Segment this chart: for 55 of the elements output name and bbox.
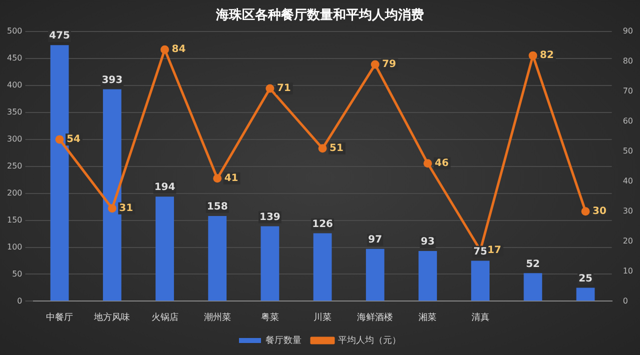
x-tick-label: 粤菜 bbox=[260, 312, 279, 323]
data-label: 82 bbox=[540, 50, 554, 62]
data-label: 52 bbox=[526, 258, 540, 270]
y2-tick-label: 60 bbox=[622, 116, 634, 126]
data-label: 93 bbox=[420, 236, 435, 248]
y2-tick-label: 20 bbox=[622, 236, 634, 246]
x-tick-label: 潮州菜 bbox=[204, 312, 231, 323]
y-tick-label: 400 bbox=[6, 80, 22, 90]
legend-label: 平均人均（元） bbox=[338, 334, 401, 346]
y2-tick-label: 40 bbox=[622, 176, 634, 186]
y-tick-label: 350 bbox=[6, 108, 22, 117]
data-label: 51 bbox=[330, 143, 344, 154]
data-label: 41 bbox=[224, 172, 238, 184]
data-label: 31 bbox=[119, 202, 134, 214]
x-tick-label: 火锅店 bbox=[151, 312, 178, 323]
data-label: 25 bbox=[578, 273, 593, 284]
data-label: 46 bbox=[434, 158, 449, 169]
x-tick-label: 海鲜酒楼 bbox=[357, 312, 394, 323]
data-label: 71 bbox=[276, 83, 291, 94]
y-tick-label: 500 bbox=[6, 26, 22, 36]
y2-tick-label: 80 bbox=[622, 56, 634, 66]
y2-tick-label: 50 bbox=[622, 146, 634, 156]
x-tick-label: 川菜 bbox=[314, 312, 332, 323]
data-label: 475 bbox=[49, 30, 70, 42]
y-tick-label: 250 bbox=[6, 161, 22, 170]
x-tick-label: 中餐厅 bbox=[46, 312, 74, 323]
y-tick-label: 150 bbox=[6, 215, 22, 224]
x-tick-label: 清真 bbox=[471, 312, 490, 323]
y-tick-label: 200 bbox=[6, 188, 22, 198]
data-label: 139 bbox=[260, 212, 280, 223]
data-label: 158 bbox=[206, 202, 228, 213]
y-tick-label: 0 bbox=[17, 296, 22, 306]
data-label: 97 bbox=[368, 234, 382, 246]
data-label: 194 bbox=[154, 182, 176, 194]
legend-label: 餐厅数量 bbox=[266, 334, 302, 346]
y-tick-label: 100 bbox=[6, 242, 22, 252]
data-label: 84 bbox=[172, 44, 186, 56]
y2-tick-label: 0 bbox=[622, 296, 628, 306]
y2-tick-label: 90 bbox=[622, 26, 634, 36]
y2-tick-label: 70 bbox=[622, 86, 634, 96]
data-label: 54 bbox=[66, 134, 81, 146]
y2-tick-label: 30 bbox=[622, 206, 634, 216]
y-tick-label: 450 bbox=[6, 54, 22, 63]
y2-tick-label: 10 bbox=[622, 266, 634, 276]
x-tick-label: 湘菜 bbox=[418, 312, 437, 323]
y-tick-label: 50 bbox=[12, 269, 22, 278]
x-tick-label: 地方风味 bbox=[93, 312, 130, 323]
data-label: 79 bbox=[382, 59, 396, 70]
y-tick-label: 300 bbox=[6, 134, 22, 144]
data-label: 17 bbox=[487, 244, 502, 256]
data-label: 30 bbox=[592, 206, 606, 217]
data-label: 393 bbox=[102, 74, 123, 86]
data-label: 126 bbox=[312, 218, 334, 230]
chart-title: 海珠区各种餐厅数量和平均人均消费 bbox=[215, 7, 424, 24]
data-label: 75 bbox=[473, 246, 488, 258]
